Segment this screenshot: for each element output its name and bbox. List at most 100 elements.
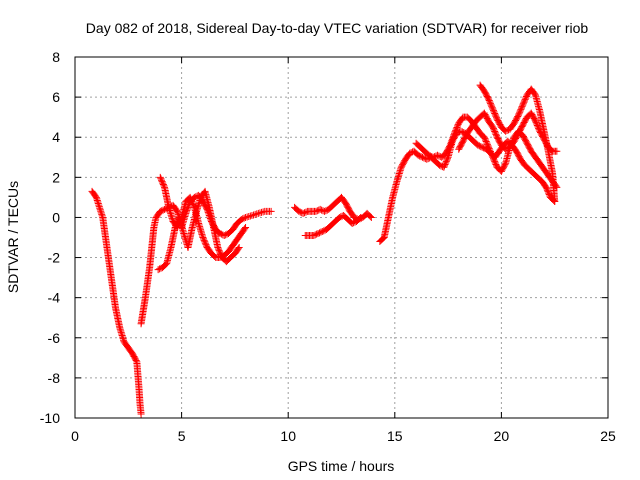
data-point bbox=[485, 143, 493, 151]
data-point bbox=[489, 125, 497, 133]
data-point bbox=[310, 231, 318, 239]
data-point bbox=[489, 105, 497, 113]
data-point bbox=[450, 131, 458, 139]
data-point bbox=[220, 231, 228, 239]
data-point bbox=[222, 231, 230, 239]
data-point bbox=[491, 158, 499, 166]
data-point bbox=[248, 211, 256, 219]
data-point bbox=[491, 127, 499, 135]
data-point bbox=[214, 245, 222, 253]
data-point bbox=[449, 134, 457, 142]
data-point bbox=[502, 127, 510, 135]
data-point bbox=[414, 151, 422, 159]
data-point bbox=[314, 229, 322, 237]
data-point bbox=[160, 182, 168, 190]
data-point bbox=[172, 222, 180, 230]
data-point bbox=[190, 202, 198, 210]
data-point bbox=[216, 249, 224, 257]
data-point bbox=[446, 143, 454, 151]
data-point bbox=[172, 221, 180, 229]
data-point bbox=[254, 209, 262, 217]
data-point bbox=[482, 138, 490, 146]
data-point bbox=[251, 210, 259, 218]
data-point bbox=[454, 122, 462, 130]
x-tick-label: 25 bbox=[600, 428, 616, 444]
tick-marks bbox=[74, 56, 609, 419]
data-point bbox=[416, 152, 424, 160]
data-point bbox=[157, 175, 165, 183]
data-point bbox=[451, 128, 459, 136]
data-point bbox=[490, 126, 498, 134]
data-point bbox=[521, 95, 529, 103]
data-point bbox=[442, 158, 450, 166]
chart-title: Day 082 of 2018, Sidereal Day-to-day VTE… bbox=[86, 20, 589, 36]
data-point bbox=[406, 149, 414, 157]
data-point bbox=[322, 207, 330, 215]
data-point bbox=[492, 130, 500, 138]
data-point bbox=[256, 209, 264, 217]
x-tick-label: 0 bbox=[71, 428, 79, 444]
data-point bbox=[242, 223, 250, 231]
data-point bbox=[367, 213, 375, 221]
data-point bbox=[486, 148, 494, 156]
data-point bbox=[320, 207, 328, 215]
data-point bbox=[491, 109, 499, 117]
data-point bbox=[521, 97, 529, 105]
data-point bbox=[446, 141, 454, 149]
data-point bbox=[215, 246, 223, 254]
data-point bbox=[187, 195, 195, 203]
data-point bbox=[553, 147, 561, 155]
data-point bbox=[199, 234, 207, 241]
data-point bbox=[316, 205, 324, 213]
data-point bbox=[502, 145, 510, 153]
data-point bbox=[245, 212, 253, 220]
data-point bbox=[216, 248, 224, 256]
y-tick-labels: -10 -8 -6 -4 -2 0 2 4 6 8 bbox=[40, 49, 60, 426]
data-point bbox=[518, 103, 526, 111]
data-point bbox=[201, 238, 209, 246]
y-tick-label: -8 bbox=[48, 370, 61, 386]
x-tick-label: 10 bbox=[280, 428, 296, 444]
y-tick-label: -4 bbox=[48, 290, 61, 306]
data-point bbox=[450, 129, 458, 137]
data-point bbox=[489, 155, 497, 163]
data-point bbox=[503, 145, 511, 153]
data-point bbox=[158, 178, 166, 186]
data-point bbox=[241, 225, 249, 233]
x-tick-label: 5 bbox=[178, 428, 186, 444]
data-point bbox=[492, 112, 500, 120]
data-point bbox=[356, 214, 364, 222]
x-tick-label: 15 bbox=[387, 428, 403, 444]
data-point bbox=[348, 219, 356, 227]
data-point bbox=[486, 98, 494, 106]
data-points bbox=[88, 81, 561, 418]
data-point bbox=[448, 137, 456, 145]
data-point bbox=[156, 265, 164, 273]
data-point bbox=[491, 129, 499, 137]
data-point bbox=[171, 223, 179, 231]
y-tick-label: 2 bbox=[52, 169, 60, 185]
data-point bbox=[448, 135, 456, 143]
data-point bbox=[542, 183, 550, 191]
data-point bbox=[545, 189, 553, 197]
data-point bbox=[202, 241, 210, 249]
data-point bbox=[544, 188, 552, 196]
data-point bbox=[159, 206, 167, 214]
data-point bbox=[366, 212, 374, 220]
data-point bbox=[440, 162, 448, 170]
data-point bbox=[200, 235, 208, 243]
data-point bbox=[489, 107, 497, 115]
data-point bbox=[154, 266, 162, 274]
data-point bbox=[132, 357, 140, 365]
data-point bbox=[517, 105, 525, 113]
y-axis-title: SDTVAR / TECUs bbox=[5, 181, 21, 293]
data-point bbox=[532, 119, 540, 127]
data-point bbox=[488, 104, 496, 112]
data-point bbox=[350, 213, 358, 221]
data-point bbox=[259, 208, 267, 216]
data-point bbox=[491, 111, 499, 119]
data-point bbox=[520, 98, 528, 106]
data-point bbox=[480, 144, 488, 152]
data-point bbox=[214, 244, 222, 252]
y-tick-label: 8 bbox=[52, 49, 60, 65]
